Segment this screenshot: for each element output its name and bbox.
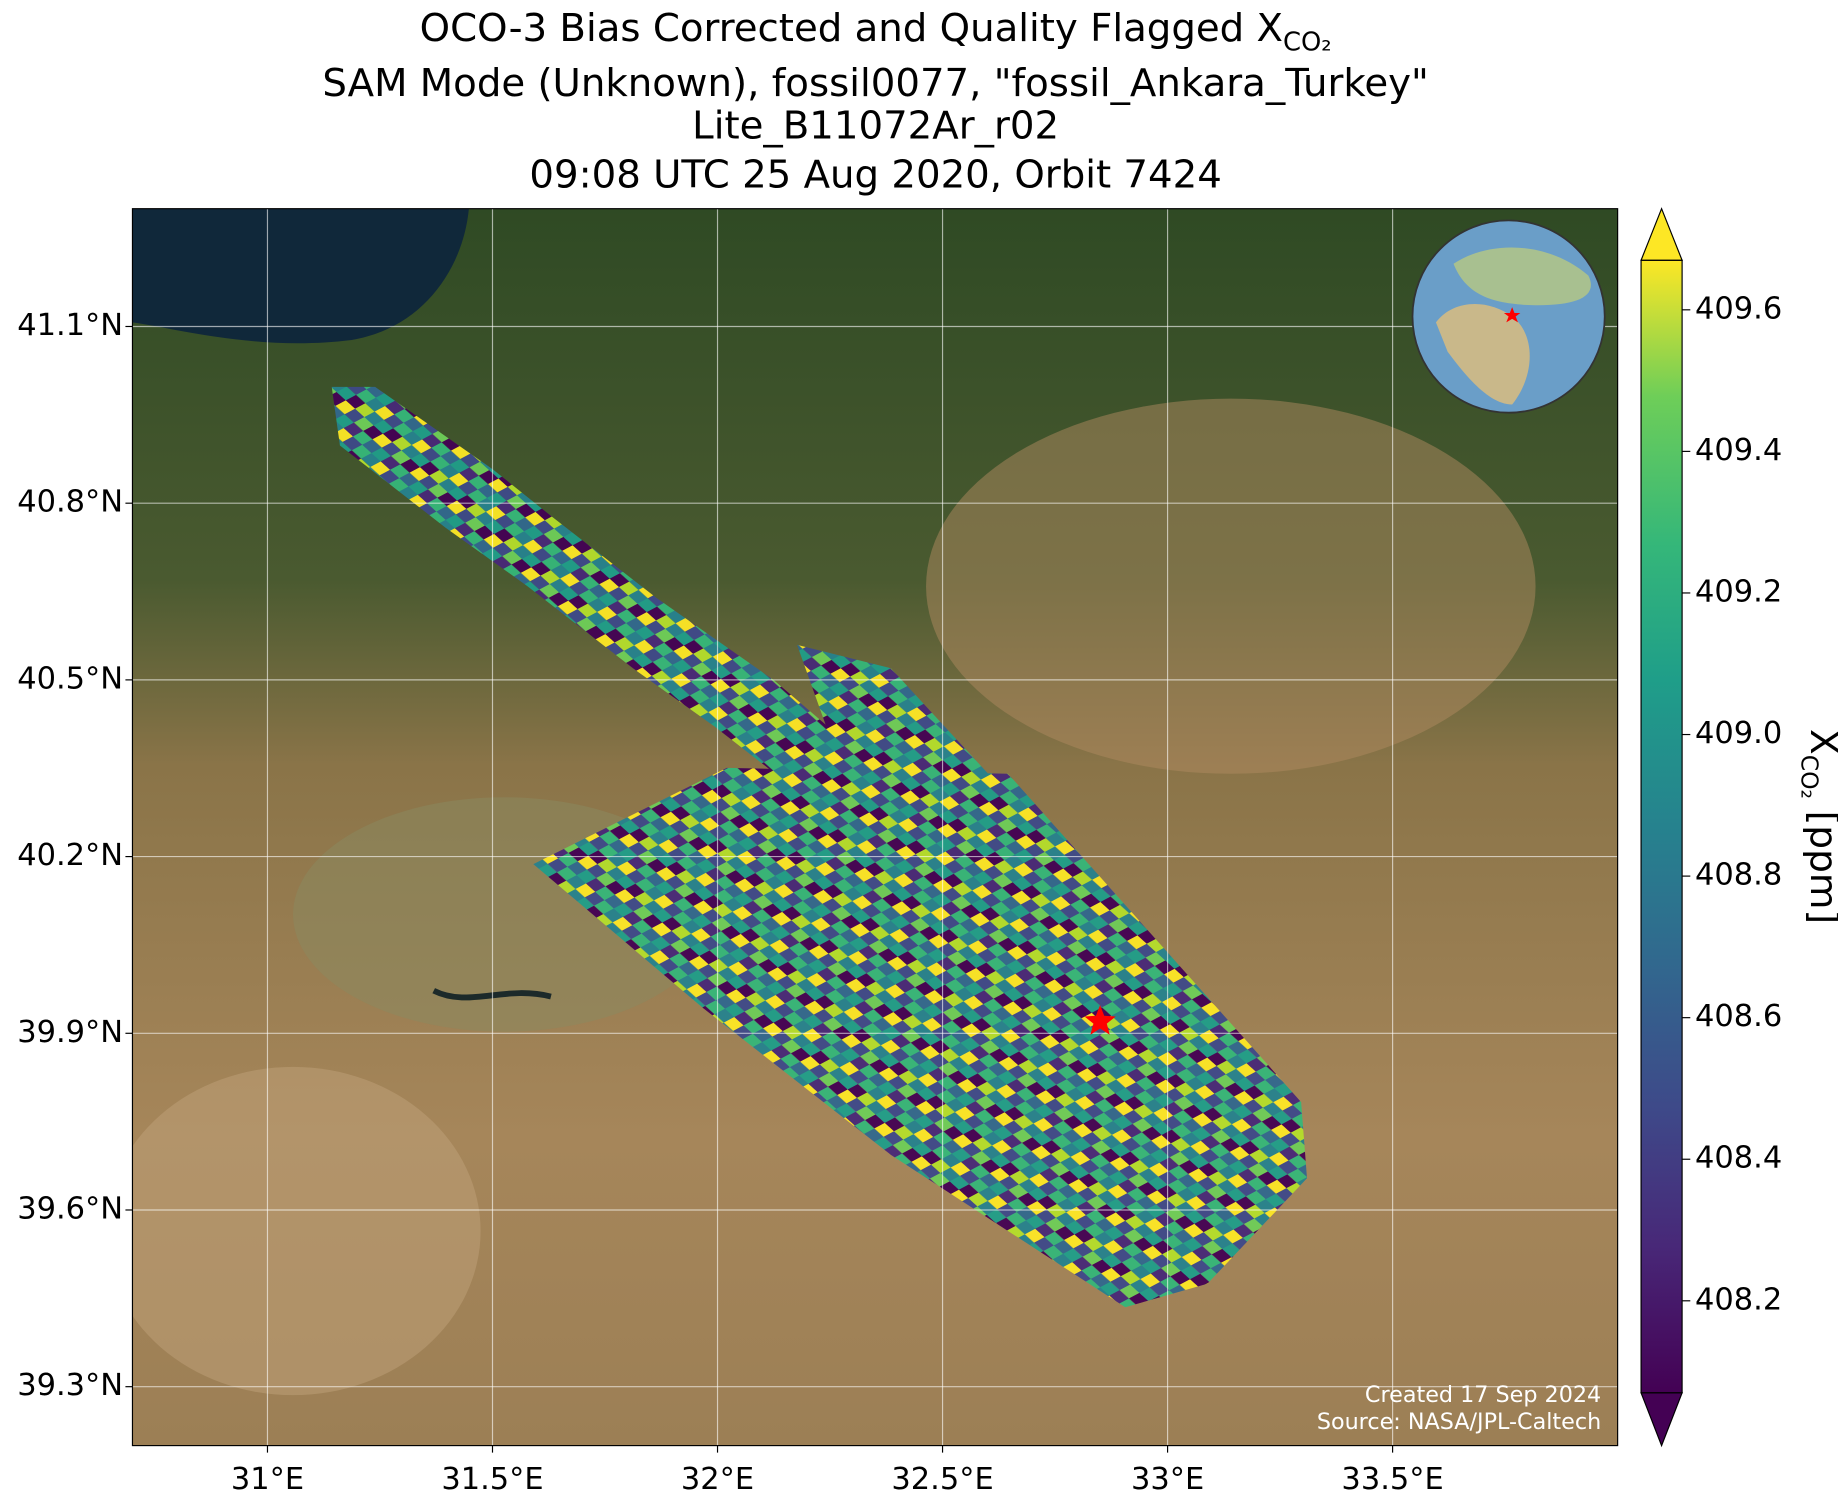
- map-frame: [131, 208, 1619, 1447]
- colorbar-label-unit: [ppm]: [1802, 811, 1838, 924]
- colorbar-tick-label: 408.6: [1695, 999, 1782, 1034]
- globe-inset: [1411, 219, 1606, 414]
- y-tick-label: 40.5°N: [17, 661, 123, 696]
- credit: Created 17 Sep 2024: [1365, 1382, 1601, 1408]
- colorbar-tick-label: 409.0: [1695, 716, 1782, 751]
- colorbar-tick-label: 409.2: [1695, 574, 1782, 609]
- y-tick-label: 39.6°N: [17, 1191, 123, 1226]
- credit: Source: NASA/JPL-Caltech: [1317, 1409, 1601, 1435]
- colorbar-tick-label: 409.6: [1695, 291, 1782, 326]
- x-tick-label: 31°E: [231, 1462, 304, 1496]
- colorbar-label-subscript: CO₂: [1796, 755, 1824, 799]
- colorbar-tick-label: 408.4: [1695, 1141, 1782, 1176]
- colorbar-label-main: X: [1802, 729, 1838, 755]
- title-line: Lite_B11072Ar_r02: [692, 103, 1059, 148]
- y-tick-label: 41.1°N: [17, 308, 123, 343]
- x-tick-label: 32°E: [681, 1462, 754, 1496]
- grid: [132, 208, 1618, 1446]
- x-tick-label: 33.5°E: [1341, 1462, 1443, 1496]
- x-tick-label: 31.5°E: [441, 1462, 543, 1496]
- site-marker: [1084, 1005, 1116, 1035]
- x-tick-label: 32.5°E: [891, 1462, 993, 1496]
- xco2-swath: [331, 386, 1307, 1308]
- y-tick-label: 40.2°N: [17, 838, 123, 873]
- y-tick-label: 40.8°N: [17, 485, 123, 520]
- colorbar-tick-label: 409.4: [1695, 433, 1782, 468]
- title-text: OCO-3 Bias Corrected and Quality Flagged…: [420, 6, 1283, 51]
- colorbar-tick-label: 408.2: [1695, 1282, 1782, 1317]
- y-tick-label: 39.9°N: [17, 1015, 123, 1050]
- x-tick-label: 33°E: [1131, 1462, 1204, 1496]
- title-line: OCO-3 Bias Corrected and Quality Flagged…: [420, 6, 1332, 57]
- y-tick-label: 39.3°N: [17, 1368, 123, 1403]
- title-line: 09:08 UTC 25 Aug 2020, Orbit 7424: [529, 153, 1221, 198]
- title-line: SAM Mode (Unknown), fossil0077, "fossil_…: [322, 61, 1428, 106]
- colorbar: [1640, 207, 1683, 1448]
- colorbar-tick-label: 408.8: [1695, 858, 1782, 893]
- title-subscript: CO₂: [1283, 27, 1332, 57]
- colorbar-label: XCO₂ [ppm]: [1796, 729, 1838, 924]
